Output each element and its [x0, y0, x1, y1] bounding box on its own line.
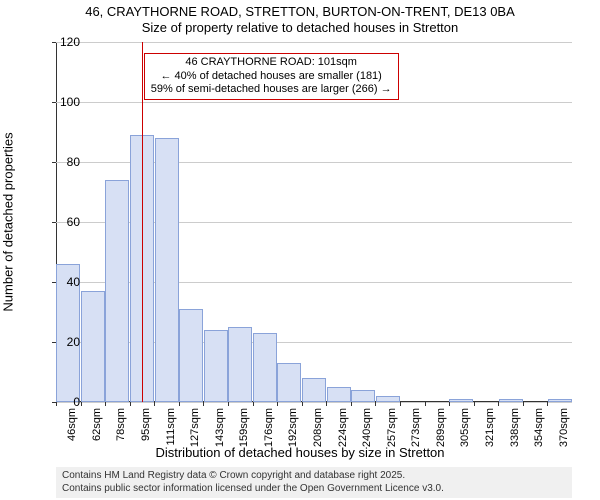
xtick-label: 289sqm	[435, 408, 447, 447]
xtick-mark	[425, 402, 426, 406]
histogram-bar	[376, 396, 400, 402]
xtick-mark	[400, 402, 401, 406]
xtick-mark	[375, 402, 376, 406]
ytick-label: 60	[44, 215, 80, 229]
attribution-line-2: Contains public sector information licen…	[62, 483, 566, 496]
xtick-label: 46sqm	[66, 408, 78, 441]
xtick-mark	[154, 402, 155, 406]
annotation-line: 59% of semi-detached houses are larger (…	[151, 83, 392, 97]
xtick-label: 240sqm	[361, 408, 373, 447]
histogram-bar	[253, 333, 277, 402]
xtick-label: 208sqm	[312, 408, 324, 447]
histogram-bar	[327, 387, 351, 402]
xtick-label: 159sqm	[238, 408, 250, 447]
xtick-mark	[302, 402, 303, 406]
xtick-label: 305sqm	[459, 408, 471, 447]
gridline	[56, 42, 572, 43]
xtick-mark	[351, 402, 352, 406]
xtick-mark	[326, 402, 327, 406]
histogram-bar	[81, 291, 105, 402]
xtick-label: 78sqm	[115, 408, 127, 441]
attribution-box: Contains HM Land Registry data © Crown c…	[56, 467, 572, 498]
xtick-label: 95sqm	[140, 408, 152, 441]
xtick-label: 224sqm	[337, 408, 349, 447]
histogram-bar	[105, 180, 129, 402]
ytick-label: 100	[44, 95, 80, 109]
xtick-mark	[228, 402, 229, 406]
xtick-label: 192sqm	[287, 408, 299, 447]
title-line-2: Size of property relative to detached ho…	[0, 20, 600, 36]
histogram-bar	[179, 309, 203, 402]
gridline	[56, 402, 572, 403]
ytick-label: 20	[44, 335, 80, 349]
ytick-label: 40	[44, 275, 80, 289]
xtick-mark	[253, 402, 254, 406]
annotation-box: 46 CRAYTHORNE ROAD: 101sqm← 40% of detac…	[144, 53, 399, 100]
xtick-mark	[449, 402, 450, 406]
annotation-line: 46 CRAYTHORNE ROAD: 101sqm	[151, 56, 392, 70]
attribution-line-1: Contains HM Land Registry data © Crown c…	[62, 470, 566, 483]
xtick-label: 273sqm	[410, 408, 422, 447]
xtick-label: 143sqm	[214, 408, 226, 447]
xtick-label: 127sqm	[189, 408, 201, 447]
histogram-bar	[302, 378, 326, 402]
gridline	[56, 102, 572, 103]
xtick-mark	[81, 402, 82, 406]
xtick-label: 257sqm	[386, 408, 398, 447]
xtick-label: 62sqm	[91, 408, 103, 441]
ytick-label: 0	[44, 395, 80, 409]
y-axis-label: Number of detached properties	[1, 132, 16, 311]
xtick-label: 338sqm	[509, 408, 521, 447]
histogram-bar	[548, 399, 572, 402]
xtick-mark	[498, 402, 499, 406]
xtick-mark	[130, 402, 131, 406]
xtick-mark	[523, 402, 524, 406]
histogram-bar	[277, 363, 301, 402]
plot-area: 46sqm62sqm78sqm95sqm111sqm127sqm143sqm15…	[56, 42, 572, 402]
xtick-label: 321sqm	[484, 408, 496, 447]
xtick-mark	[547, 402, 548, 406]
histogram-bar	[228, 327, 252, 402]
ytick-label: 120	[44, 35, 80, 49]
xtick-mark	[277, 402, 278, 406]
title-line-1: 46, CRAYTHORNE ROAD, STRETTON, BURTON-ON…	[0, 4, 600, 20]
chart-title: 46, CRAYTHORNE ROAD, STRETTON, BURTON-ON…	[0, 4, 600, 37]
histogram-bar	[155, 138, 179, 402]
annotation-line: ← 40% of detached houses are smaller (18…	[151, 70, 392, 84]
ytick-label: 80	[44, 155, 80, 169]
xtick-label: 111sqm	[165, 408, 177, 446]
xtick-mark	[179, 402, 180, 406]
xtick-mark	[203, 402, 204, 406]
x-axis-label: Distribution of detached houses by size …	[0, 445, 600, 460]
histogram-bar	[351, 390, 375, 402]
xtick-label: 176sqm	[263, 408, 275, 447]
histogram-bar	[449, 399, 473, 402]
histogram-bar	[499, 399, 523, 402]
xtick-label: 354sqm	[533, 408, 545, 447]
histogram-bar	[204, 330, 228, 402]
property-size-histogram: 46, CRAYTHORNE ROAD, STRETTON, BURTON-ON…	[0, 0, 600, 500]
xtick-label: 370sqm	[558, 408, 570, 447]
xtick-mark	[474, 402, 475, 406]
xtick-mark	[105, 402, 106, 406]
